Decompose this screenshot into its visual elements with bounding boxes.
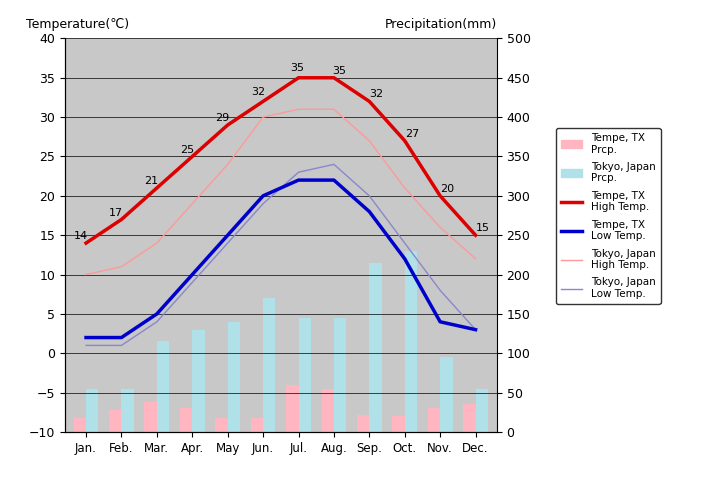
Bar bbox=[286, 385, 299, 432]
Text: 35: 35 bbox=[289, 63, 304, 73]
Bar bbox=[440, 357, 453, 432]
Bar bbox=[357, 415, 369, 432]
Bar bbox=[180, 408, 192, 432]
Text: Precipitation(mm): Precipitation(mm) bbox=[384, 18, 497, 31]
Text: 35: 35 bbox=[332, 66, 346, 76]
Bar bbox=[86, 389, 99, 432]
Text: 14: 14 bbox=[73, 231, 88, 241]
Bar bbox=[322, 389, 334, 432]
Bar bbox=[405, 251, 417, 432]
Bar bbox=[299, 318, 311, 432]
Bar bbox=[73, 418, 86, 432]
Bar bbox=[157, 341, 169, 432]
Bar bbox=[369, 263, 382, 432]
Text: 17: 17 bbox=[109, 207, 123, 217]
Bar bbox=[251, 418, 263, 432]
Bar bbox=[263, 298, 276, 432]
Bar bbox=[109, 410, 122, 432]
Bar bbox=[192, 330, 204, 432]
Bar bbox=[145, 402, 157, 432]
Bar bbox=[215, 418, 228, 432]
Text: 27: 27 bbox=[405, 129, 419, 139]
Text: 29: 29 bbox=[215, 113, 230, 123]
Bar bbox=[334, 318, 346, 432]
Bar bbox=[392, 416, 405, 432]
Text: 25: 25 bbox=[180, 144, 194, 155]
Text: Temperature(℃): Temperature(℃) bbox=[26, 18, 129, 31]
Bar bbox=[475, 389, 488, 432]
Bar bbox=[122, 389, 134, 432]
Text: 20: 20 bbox=[440, 184, 454, 194]
Text: 21: 21 bbox=[145, 176, 158, 186]
Legend: Tempe, TX
Prcp., Tokyo, Japan
Prcp., Tempe, TX
High Temp., Tempe, TX
Low Temp., : Tempe, TX Prcp., Tokyo, Japan Prcp., Tem… bbox=[557, 128, 660, 304]
Bar bbox=[228, 322, 240, 432]
Text: 32: 32 bbox=[251, 87, 265, 97]
Text: 32: 32 bbox=[369, 89, 384, 99]
Text: 15: 15 bbox=[476, 223, 490, 233]
Bar bbox=[428, 408, 440, 432]
Bar bbox=[463, 405, 475, 432]
